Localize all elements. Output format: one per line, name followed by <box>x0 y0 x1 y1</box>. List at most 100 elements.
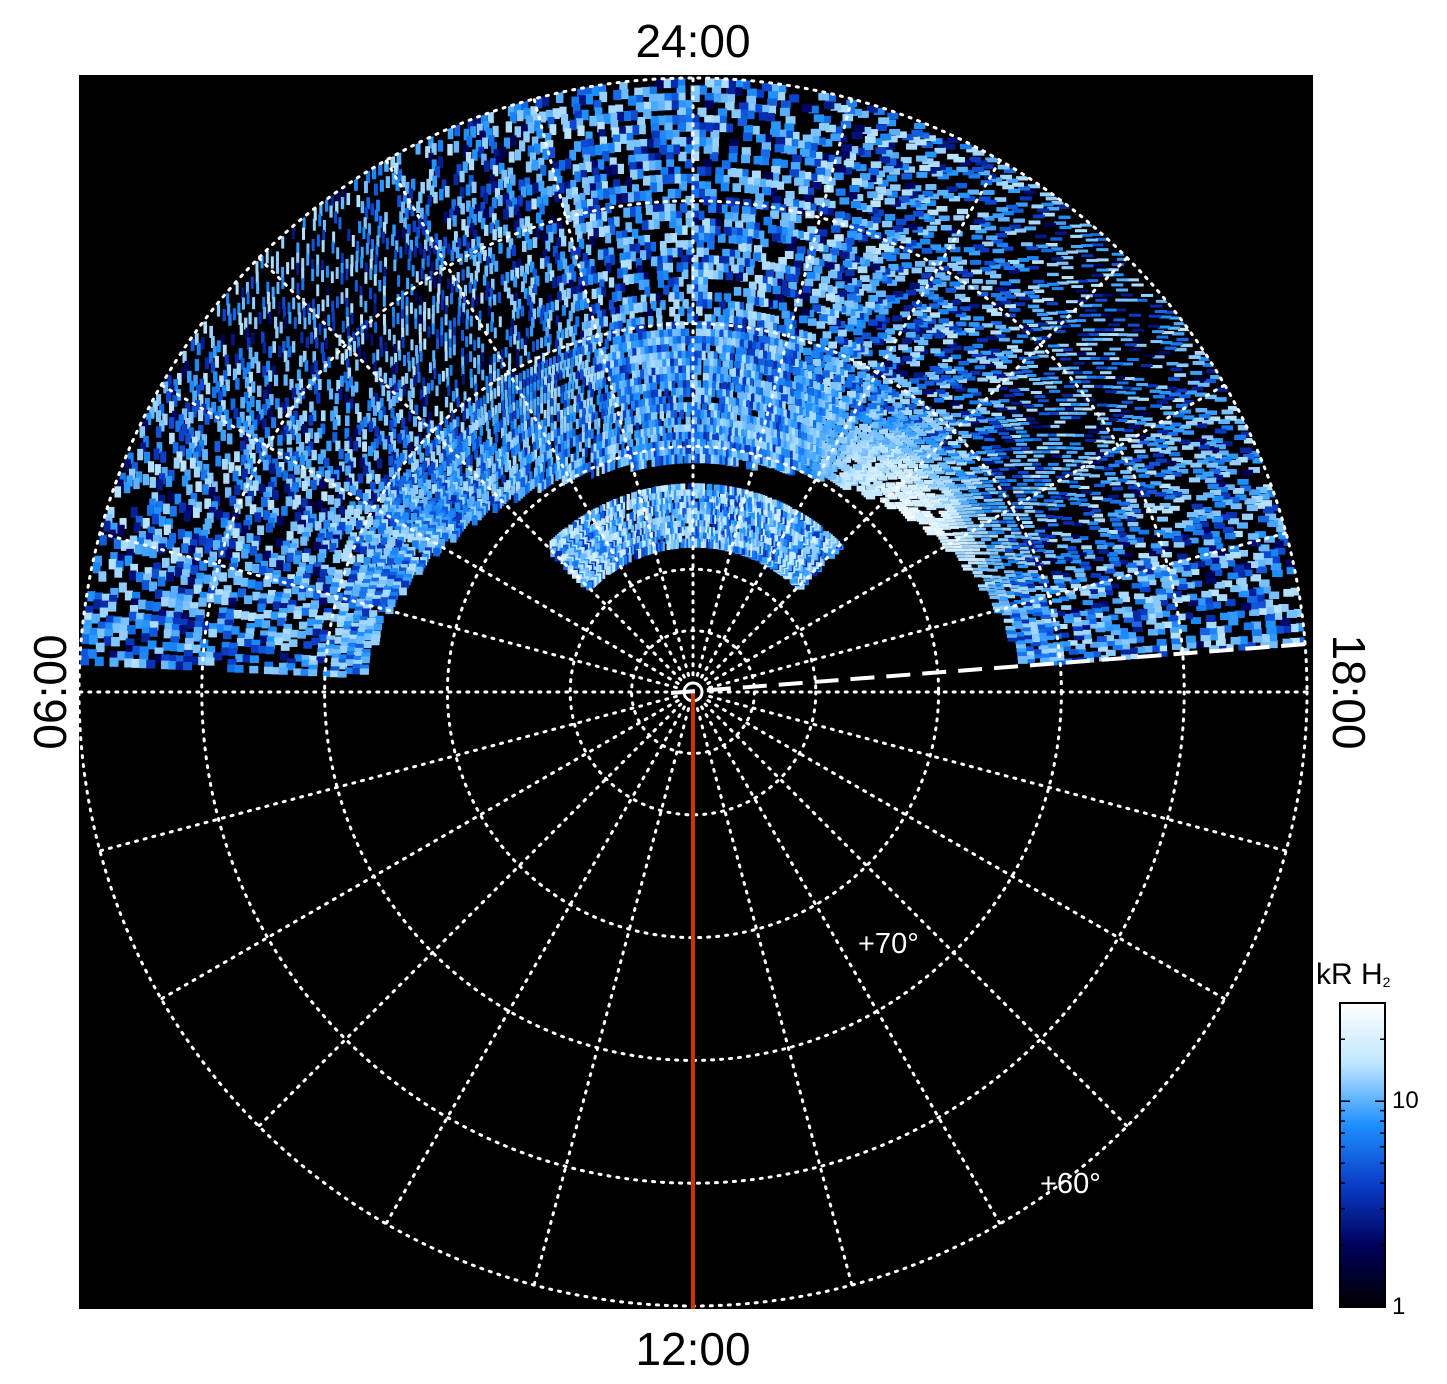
emission-cell <box>1038 579 1050 584</box>
emission-cell <box>1285 559 1296 568</box>
emission-cell <box>1006 538 1017 542</box>
emission-cell <box>1199 627 1210 636</box>
emission-cell <box>1054 433 1066 437</box>
emission-cell <box>1160 341 1173 345</box>
emission-cell <box>1155 458 1167 463</box>
emission-cell <box>1135 570 1147 577</box>
emission-cell <box>900 311 911 318</box>
emission-cell <box>1038 377 1050 381</box>
emission-cell <box>1186 593 1198 601</box>
emission-cell <box>1105 649 1116 656</box>
emission-cell <box>1104 639 1115 646</box>
emission-cell <box>1121 456 1133 461</box>
emission-cell <box>1046 262 1059 267</box>
emission-cell <box>1076 552 1087 557</box>
emission-cell <box>879 384 889 391</box>
emission-cell <box>669 306 676 317</box>
emission-cell <box>934 147 946 154</box>
emission-cell <box>979 568 990 572</box>
emission-cell <box>1038 537 1049 541</box>
emission-cell <box>1191 386 1204 391</box>
emission-cell <box>1214 626 1225 634</box>
emission-cell <box>937 256 948 263</box>
emission-cell <box>1079 586 1090 592</box>
emission-cell <box>1100 480 1112 484</box>
emission-cell <box>1030 490 1042 494</box>
emission-cell <box>973 510 984 514</box>
emission-cell <box>1009 585 1020 589</box>
emission-cell <box>585 93 594 105</box>
emission-cell <box>979 551 991 555</box>
emission-cell <box>1182 612 1193 620</box>
emission-cell <box>1106 417 1118 421</box>
emission-cell <box>1253 552 1264 560</box>
emission-cell <box>1186 512 1198 518</box>
emission-cell <box>1012 392 1024 396</box>
emission-cell <box>866 484 876 490</box>
emission-cell <box>1209 468 1221 474</box>
emission-cell <box>1223 643 1234 652</box>
emission-cell <box>867 403 877 410</box>
emission-cell <box>924 428 935 434</box>
emission-cell <box>982 574 993 578</box>
emission-cell <box>932 501 943 506</box>
emission-cell <box>1049 589 1060 595</box>
emission-cell <box>1222 553 1234 561</box>
emission-cell <box>1007 542 1019 546</box>
emission-cell <box>1046 538 1058 543</box>
emission-cell <box>1209 489 1222 496</box>
emission-cell <box>603 316 608 327</box>
emission-cell <box>956 538 967 542</box>
emission-cell <box>1016 482 1028 486</box>
emission-cell <box>1210 601 1222 609</box>
emission-cell <box>1241 513 1254 520</box>
emission-cell <box>924 200 936 207</box>
emission-cell <box>1035 593 1046 599</box>
emission-cell <box>963 247 975 253</box>
emission-cell <box>1234 434 1246 441</box>
emission-cell <box>1208 557 1220 564</box>
emission-cell <box>977 531 988 535</box>
emission-cell <box>988 505 999 509</box>
emission-cell <box>1125 434 1137 438</box>
emission-cell <box>1108 583 1120 589</box>
emission-cell <box>1273 625 1284 634</box>
emission-cell <box>1010 401 1022 405</box>
emission-cell <box>985 417 997 422</box>
emission-cell <box>1221 625 1232 633</box>
emission-cell <box>918 484 929 490</box>
emission-cell <box>1237 549 1248 557</box>
emission-cell <box>998 456 1010 460</box>
emission-cell <box>1251 628 1262 636</box>
emission-cell <box>951 545 962 549</box>
emission-cell <box>1210 453 1222 459</box>
emission-cell <box>1043 372 1055 376</box>
emission-cell <box>968 173 981 179</box>
emission-cell <box>1154 472 1166 478</box>
emission-cell <box>980 266 992 272</box>
emission-cell <box>991 558 1002 562</box>
emission-cell <box>1067 640 1078 646</box>
emission-cell <box>921 142 933 149</box>
emission-cell <box>1208 589 1219 597</box>
emission-cell <box>886 254 897 262</box>
emission-cell <box>1252 634 1263 643</box>
emission-cell <box>915 492 926 497</box>
emission-cell <box>1048 424 1060 428</box>
emission-cell <box>934 480 945 485</box>
emission-cell <box>1167 326 1181 330</box>
emission-cell <box>1276 525 1288 532</box>
emission-cell <box>1281 624 1292 633</box>
emission-cell <box>1047 523 1059 527</box>
emission-cell <box>1138 473 1150 478</box>
emission-cell <box>616 290 622 302</box>
emission-cell <box>1043 499 1055 503</box>
emission-cell <box>1107 552 1118 557</box>
emission-cell <box>884 433 895 439</box>
emission-cell <box>1017 651 1027 657</box>
emission-cell <box>1009 422 1021 426</box>
emission-cell <box>1111 273 1124 277</box>
emission-cell <box>917 229 929 236</box>
emission-cell <box>958 541 969 545</box>
emission-cell <box>1001 545 1012 549</box>
